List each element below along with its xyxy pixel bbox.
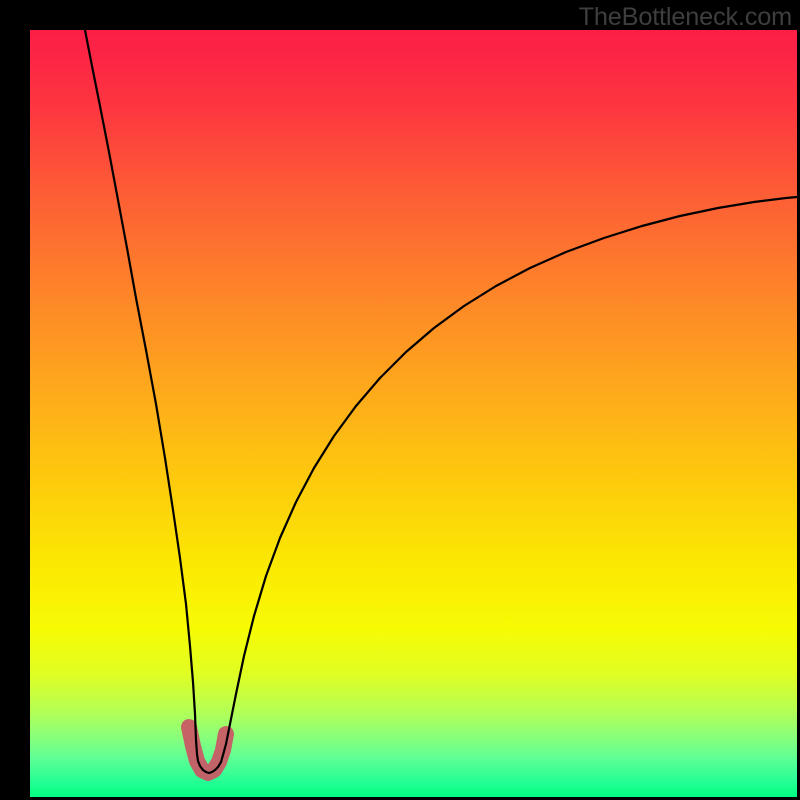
bottleneck-curve: [85, 30, 797, 773]
optimal-notch-highlight: [189, 727, 226, 773]
watermark-label: TheBottleneck.com: [579, 3, 792, 32]
curve-layer: [30, 30, 797, 797]
